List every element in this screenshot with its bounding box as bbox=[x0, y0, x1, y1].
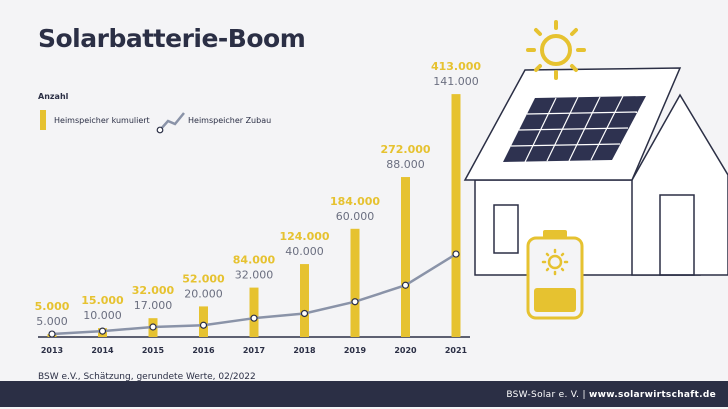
chart-title: Solarbatterie-Boom bbox=[38, 24, 306, 53]
line-point-2019 bbox=[351, 298, 359, 306]
sun-icon bbox=[526, 20, 586, 80]
line-value-label: 10.000 bbox=[83, 309, 122, 322]
bar-value-label: 15.000 bbox=[81, 294, 124, 307]
line-value-label: 32.000 bbox=[235, 269, 274, 282]
house-door bbox=[659, 194, 695, 276]
x-tick-label: 2018 bbox=[293, 346, 316, 355]
source-note: BSW e.V., Schätzung, gerundete Werte, 02… bbox=[38, 372, 256, 382]
bar-value-label: 124.000 bbox=[279, 230, 329, 243]
bar-value-label: 5.000 bbox=[35, 300, 70, 313]
line-point-2014 bbox=[98, 327, 107, 335]
legend-line-label: Heimspeicher Zubau bbox=[188, 116, 272, 125]
line-value-label: 5.000 bbox=[36, 315, 68, 328]
bar-value-label: 272.000 bbox=[380, 143, 430, 156]
solar-panel-grid bbox=[510, 95, 638, 163]
x-tick-label: 2016 bbox=[192, 346, 215, 355]
house-gable bbox=[631, 93, 728, 276]
footer-url[interactable]: www.solarwirtschaft.de bbox=[588, 390, 716, 400]
house-window bbox=[493, 204, 519, 254]
bar-2019 bbox=[350, 228, 360, 337]
house-illustration bbox=[463, 67, 728, 276]
line-value-label: 20.000 bbox=[184, 287, 223, 300]
bar-2017 bbox=[249, 287, 259, 337]
x-tick-label: 2021 bbox=[445, 346, 468, 355]
bar-value-label: 84.000 bbox=[233, 254, 276, 267]
line-series bbox=[48, 250, 460, 338]
line-point-2016 bbox=[199, 321, 208, 329]
line-point-2021 bbox=[452, 250, 460, 258]
footer-text: BSW-Solar e. V. | www.solarwirtschaft.de bbox=[506, 390, 716, 400]
line-point-2018 bbox=[300, 309, 309, 318]
bar-value-label: 52.000 bbox=[182, 272, 225, 285]
line-point-2013 bbox=[48, 330, 56, 338]
x-tick-label: 2020 bbox=[394, 346, 417, 355]
line-point-2017 bbox=[250, 314, 258, 322]
x-tick-labels: 2013 2014 2015 2016 2017 2018 2019 2020 2021 bbox=[41, 346, 468, 355]
bar-2021 bbox=[451, 94, 461, 337]
legend-line-icon bbox=[156, 112, 185, 134]
footer-band bbox=[0, 381, 728, 407]
legend-bar-label: Heimspeicher kumuliert bbox=[54, 116, 150, 125]
bar-value-label: 413.000 bbox=[431, 60, 481, 73]
x-tick-label: 2014 bbox=[91, 346, 114, 355]
x-tick-label: 2017 bbox=[243, 346, 265, 355]
line-point-2015 bbox=[149, 323, 157, 331]
footer-separator: | bbox=[582, 390, 586, 400]
line-value-label: 40.000 bbox=[285, 245, 324, 258]
data-labels: 5.000 5.000 15.000 10.000 32.000 17.000 52.000… bbox=[35, 60, 482, 328]
line-value-label: 141.000 bbox=[433, 75, 479, 88]
x-tick-label: 2015 bbox=[142, 346, 165, 355]
line-value-label: 60.000 bbox=[336, 210, 375, 223]
x-tick-label: 2013 bbox=[41, 346, 63, 355]
battery-icon bbox=[526, 230, 584, 320]
bar-2020 bbox=[401, 177, 410, 337]
bar-2018 bbox=[300, 264, 309, 337]
legend-bar-swatch bbox=[40, 110, 46, 130]
line-value-label: 88.000 bbox=[386, 158, 425, 171]
bar-value-label: 184.000 bbox=[330, 195, 380, 208]
line-value-label: 17.000 bbox=[134, 299, 173, 312]
x-tick-label: 2019 bbox=[344, 346, 367, 355]
legend-title: Anzahl bbox=[38, 92, 69, 101]
footer-org: BSW-Solar e. V. bbox=[506, 390, 580, 400]
bar-value-label: 32.000 bbox=[132, 284, 175, 297]
line-point-2020 bbox=[401, 281, 410, 289]
